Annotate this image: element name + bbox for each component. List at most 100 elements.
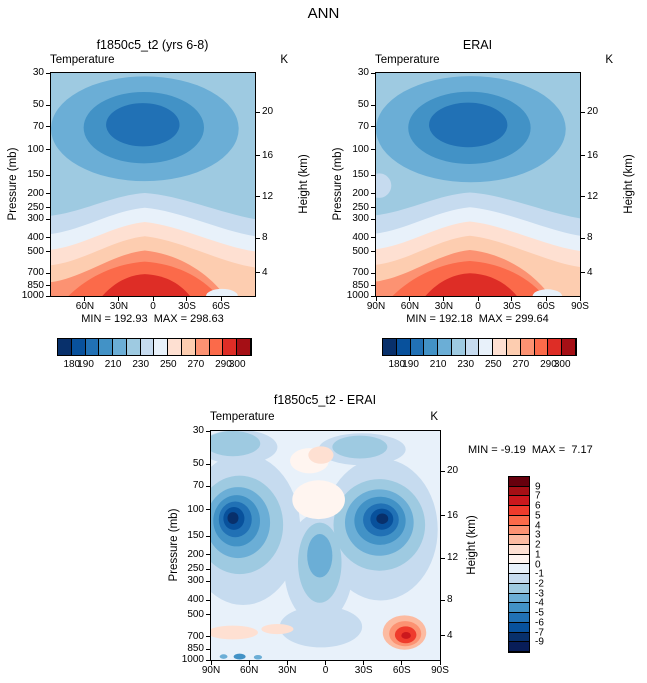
cold-anomaly-south-core: [376, 513, 389, 524]
tick-mark: [206, 554, 211, 556]
colorbar-segment: [168, 339, 183, 355]
plot-header-model: Temperature K: [50, 54, 288, 66]
contour-plot-model: 30 50 70 100 150 200 250 300 400 500 700 850 1000 20 1…: [22, 68, 273, 312]
units-label: K: [280, 54, 288, 66]
pressure-axis-title: Pressure (mb): [168, 508, 180, 582]
tick-mark: [255, 111, 260, 113]
colorbar-label: 190: [77, 359, 94, 370]
latitude-tick-label: 60N: [239, 665, 259, 676]
pressure-tick-label: 500: [352, 245, 369, 257]
colorbar-segment: [509, 545, 529, 555]
latitude-tick-label: 30S: [178, 301, 196, 312]
pressure-tick-label: 250: [27, 201, 44, 213]
height-tick-label: 4: [262, 266, 268, 278]
field-label: Temperature: [210, 411, 275, 423]
colorbar-segment: [85, 339, 100, 355]
pressure-tick-label: 200: [187, 548, 204, 560]
tick-mark: [371, 218, 376, 220]
height-tick-label: 8: [262, 232, 268, 244]
colorbar-segment: [509, 525, 529, 536]
colorbar-label: 0: [535, 559, 541, 570]
field-label: Temperature: [50, 54, 115, 66]
colorbar-diff: 9 7 6 5 4 3 2 1 0 -1 -2 -3 -4 -5 -6 -7 -9: [508, 476, 544, 653]
colorbar-label: 7: [535, 490, 541, 502]
height-tick-label: 20: [262, 106, 274, 118]
colorbar-label: -1: [535, 568, 544, 580]
tick-mark: [255, 272, 260, 274]
antarctic-cold-patch: [532, 289, 563, 296]
colorbar-segment: [126, 339, 141, 355]
colorbar-label: -7: [535, 627, 544, 639]
tick-mark: [371, 126, 376, 128]
pressure-tick-label: 700: [352, 267, 369, 279]
colorbar-segment: [509, 574, 529, 584]
height-tick-label: 8: [587, 232, 593, 244]
colorbar-label: 230: [457, 359, 475, 370]
latitude-tick-label: 0: [150, 301, 156, 312]
field-label: Temperature: [375, 54, 440, 66]
latitude-tick-label: 60N: [75, 301, 95, 312]
pressure-axis-title: Pressure (mb): [7, 147, 19, 221]
tick-mark: [409, 296, 411, 301]
tick-mark: [206, 614, 211, 616]
colorbar-label: 300: [228, 359, 246, 370]
tick-mark: [255, 196, 260, 198]
colorbar-label: 250: [484, 359, 502, 370]
tick-mark: [248, 660, 250, 665]
colorbar-label: -3: [535, 588, 544, 600]
tick-mark: [545, 296, 547, 301]
colorbar-segment: [154, 339, 169, 355]
neg-region: [211, 431, 261, 457]
height-axis-title: Height (km): [466, 515, 478, 575]
units-label: K: [430, 411, 438, 423]
colorbar-segment: [507, 339, 521, 355]
colorbar-segment: [509, 613, 529, 623]
pressure-tick-label: 300: [27, 213, 44, 225]
figure-title: ANN: [307, 5, 340, 22]
colorbar-label: 6: [535, 500, 541, 512]
colorbar-label: 180: [63, 359, 81, 370]
tick-mark: [206, 509, 211, 511]
tick-mark: [206, 599, 211, 601]
pressure-tick-label: 30: [32, 67, 44, 78]
colorbar-segment: [237, 339, 251, 355]
tick-mark: [439, 660, 441, 665]
height-tick-label: 4: [447, 629, 453, 641]
colorbar-segment: [140, 339, 155, 355]
colorbar-segment: [71, 339, 86, 355]
temp-band-290: [102, 274, 190, 296]
colorbar-label: 9: [535, 481, 541, 493]
tick-mark: [210, 660, 212, 665]
latitude-tick-label: 60S: [537, 301, 555, 312]
colorbar-segment: [410, 339, 425, 355]
colorbar-segment: [113, 339, 127, 355]
colorbar-segment: [223, 339, 238, 355]
pressure-tick-label: 250: [352, 201, 369, 213]
tick-mark: [371, 174, 376, 176]
tick-mark: [46, 295, 51, 297]
warm-patch: [211, 625, 258, 640]
latitude-tick-label: 90N: [366, 301, 386, 312]
tick-mark: [371, 207, 376, 209]
pressure-axis-title: Pressure (mb): [332, 147, 344, 221]
pressure-tick-label: 70: [192, 480, 204, 492]
warm-patch: [261, 624, 294, 635]
neg-region: [332, 435, 388, 459]
tick-mark: [206, 636, 211, 638]
tick-mark: [440, 599, 445, 601]
tick-mark: [440, 635, 445, 637]
colorbar-label: 290: [215, 359, 232, 370]
warm-anomaly-core: [401, 632, 411, 639]
tick-mark: [46, 207, 51, 209]
pressure-tick-label: 70: [357, 120, 369, 132]
tick-mark: [118, 296, 120, 301]
colorbar-label: 230: [132, 359, 150, 370]
latitude-tick-label: 60N: [400, 301, 420, 312]
antarctic-cold-patch: [206, 288, 238, 296]
pressure-tick-label: 700: [187, 630, 204, 642]
tick-mark: [440, 470, 445, 472]
cold-anomaly-north-core: [227, 512, 239, 524]
tick-mark: [206, 580, 211, 582]
colorbar-segment: [424, 339, 439, 355]
